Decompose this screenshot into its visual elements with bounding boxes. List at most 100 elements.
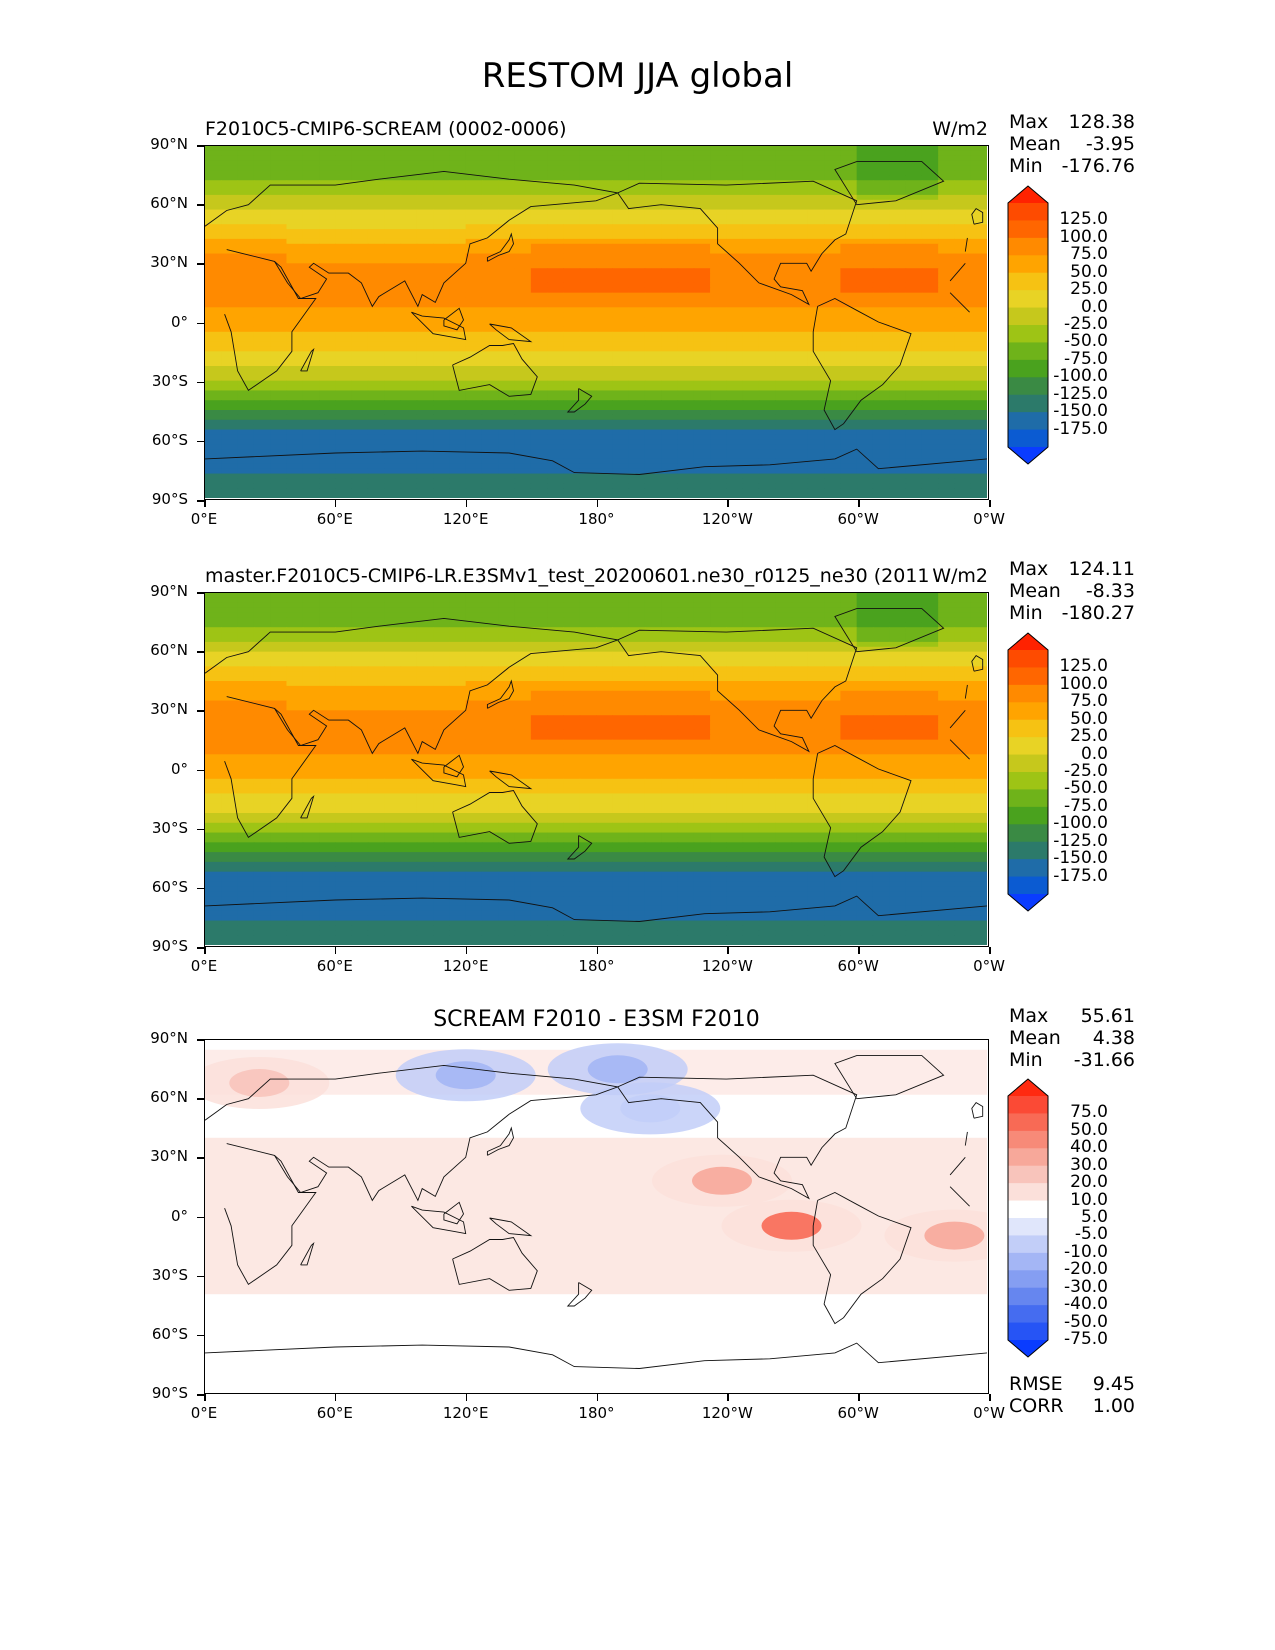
field-cell: [742, 395, 760, 401]
field-cell: [400, 419, 418, 426]
field-cell: [221, 385, 239, 392]
field-cell: [693, 400, 711, 406]
field-cell: [351, 160, 369, 167]
field-cell: [530, 695, 548, 702]
field-cell: [465, 612, 483, 619]
field-cell: [449, 194, 467, 201]
field-cell: [628, 617, 646, 623]
field-cell: [938, 705, 956, 711]
field-cell: [449, 419, 467, 426]
field-cell: [710, 454, 727, 460]
field-cell: [921, 593, 939, 599]
field-cell: [905, 463, 923, 470]
field-cell: [286, 190, 304, 196]
field-cell: [726, 710, 744, 716]
field-cell: [416, 268, 434, 274]
field-cell: [661, 483, 679, 489]
field-cell: [661, 366, 679, 372]
field-cell: [579, 219, 597, 225]
field-cell: [286, 612, 304, 619]
field-cell: [465, 243, 483, 250]
field-cell: [872, 637, 890, 643]
field-cell: [970, 641, 987, 648]
field-cell: [775, 224, 793, 230]
field-cell: [400, 385, 418, 392]
field-cell: [237, 190, 255, 196]
field-cell: [710, 292, 727, 299]
field-cell: [596, 449, 613, 455]
field-cell: [481, 622, 499, 628]
field-cell: [449, 729, 467, 736]
field-cell: [905, 185, 923, 191]
field-cell: [205, 253, 222, 260]
field-cell: [579, 278, 597, 284]
field-cell: [840, 690, 858, 697]
field-cell: [612, 671, 630, 677]
field-cell: [335, 229, 353, 235]
field-cell: [579, 395, 597, 401]
field-cell: [253, 622, 271, 628]
field-cell: [530, 439, 548, 445]
field-cell: [596, 725, 613, 731]
field-cell: [856, 190, 874, 196]
field-cell: [498, 637, 516, 643]
field-cell: [775, 243, 793, 250]
field-cell: [824, 632, 841, 638]
field-cell: [742, 488, 760, 494]
field-cell: [742, 155, 760, 162]
field-cell: [286, 150, 304, 157]
field-cell: [351, 380, 369, 387]
field-cell: [465, 700, 483, 707]
field-cell: [481, 627, 499, 633]
field-cell: [742, 366, 760, 372]
field-cell: [547, 419, 565, 426]
field-cell: [758, 175, 776, 181]
field-cell: [840, 720, 858, 726]
field-cell: [791, 248, 809, 255]
field-cell: [465, 710, 483, 716]
field-cell: [530, 375, 548, 382]
field-cell: [465, 336, 483, 343]
field-cell: [253, 734, 271, 741]
field-cell: [775, 375, 793, 382]
field-cell: [221, 617, 239, 623]
field-cell: [840, 375, 858, 382]
field-cell: [938, 356, 956, 362]
field-cell: [612, 234, 630, 240]
field-cell: [416, 424, 434, 431]
field-cell: [824, 322, 841, 328]
field-cell: [596, 199, 613, 206]
field-cell: [205, 488, 222, 494]
field-cell: [433, 651, 450, 658]
field-cell: [237, 478, 255, 484]
field-cell: [514, 651, 532, 658]
field-cell: [905, 160, 923, 167]
field-cell: [286, 593, 304, 599]
field-cell: [905, 627, 923, 633]
field-cell: [481, 463, 499, 470]
field-cell: [481, 326, 499, 333]
field-cell: [775, 617, 793, 623]
field-cell: [628, 385, 646, 392]
field-cell: [970, 617, 987, 623]
field-cell: [742, 263, 760, 269]
field-cell: [367, 238, 385, 245]
field-cell: [205, 370, 222, 377]
field-cell: [628, 263, 646, 269]
field-cell: [351, 627, 369, 633]
field-cell: [954, 366, 972, 372]
field-cell: [579, 720, 597, 726]
field-cell: [824, 478, 841, 484]
field-cell: [579, 685, 597, 692]
field-cell: [824, 473, 841, 480]
field-cell: [253, 390, 271, 396]
field-cell: [416, 651, 434, 658]
field-cell: [514, 268, 532, 274]
field-cell: [824, 341, 841, 348]
field-cell: [710, 322, 727, 328]
field-cell: [726, 317, 744, 323]
field-cell: [400, 493, 418, 498]
field-cell: [351, 341, 369, 348]
field-cell: [661, 690, 679, 697]
field-cell: [367, 150, 385, 157]
